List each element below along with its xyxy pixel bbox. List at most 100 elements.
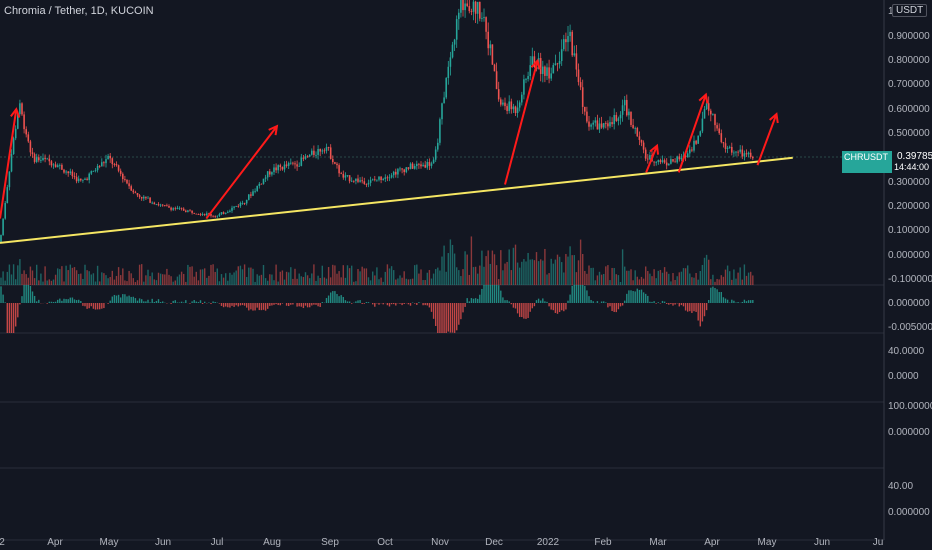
candle-body — [224, 212, 227, 214]
volume-bar — [430, 278, 433, 285]
volume-bar — [273, 280, 275, 285]
volume-bar — [661, 272, 664, 285]
macd-bar — [48, 301, 50, 303]
volume-bar — [584, 270, 586, 285]
volume-bar — [464, 251, 466, 285]
candle-body — [86, 178, 88, 180]
candle-body — [315, 154, 317, 156]
macd-bar — [258, 303, 260, 311]
time-axis[interactable]: 2 Apr May Jun Jul Aug Sep Oct Nov Dec 2022 Feb Mar Ap… — [0, 537, 883, 548]
volume-bar — [449, 239, 452, 285]
volume-bar — [42, 281, 44, 285]
macd-bar — [491, 285, 494, 303]
volume-bar — [636, 276, 638, 285]
volume-bar — [628, 270, 630, 285]
macd-bar — [340, 295, 342, 303]
volume-bar — [481, 250, 483, 285]
arrow-head-4 — [698, 92, 709, 104]
volume-bar — [487, 250, 489, 285]
candle-body — [21, 103, 23, 115]
price-axis[interactable]: 1.00.9000000.8000000.7000000.6000000.500… — [888, 6, 932, 518]
candle-body — [485, 17, 487, 32]
macd-bar — [197, 302, 200, 303]
candle-body — [502, 102, 504, 105]
annotation-arrows[interactable] — [0, 58, 779, 220]
candle-body — [426, 161, 429, 168]
candle-body — [239, 203, 242, 207]
volume-bar — [504, 263, 506, 285]
trendline[interactable] — [0, 156, 793, 244]
macd-bar — [204, 301, 206, 303]
macd-bar — [596, 301, 599, 303]
candle-body — [573, 53, 576, 56]
time-tick-label: Feb — [594, 537, 612, 548]
volume-bar — [185, 281, 187, 285]
currency-badge[interactable]: USDT — [892, 4, 928, 17]
volume-bar — [540, 259, 542, 285]
volume-bar — [115, 275, 118, 285]
candle-body — [254, 190, 256, 192]
volume-bar — [237, 266, 239, 285]
candle-body — [422, 164, 424, 167]
candle-body — [266, 171, 269, 178]
candle-body — [220, 212, 223, 215]
macd-bar — [342, 296, 344, 303]
volume-bar — [27, 277, 29, 285]
volume-bar — [416, 264, 418, 285]
macd-bar — [130, 296, 132, 303]
candle-body — [390, 175, 393, 178]
volume-bar — [38, 280, 40, 285]
volume-bar — [519, 267, 521, 285]
volume-bar — [489, 263, 491, 285]
candle-body — [187, 210, 189, 212]
macd-bar — [493, 285, 496, 303]
candle-body — [726, 147, 729, 149]
volume-bars — [0, 236, 754, 285]
candle-body — [92, 170, 95, 172]
macd-bar — [558, 303, 561, 313]
macd-bar — [508, 301, 510, 303]
candle-body — [363, 181, 366, 184]
macd-bar — [745, 301, 748, 303]
volume-bar — [269, 274, 271, 285]
candle-body — [59, 164, 61, 166]
candle-body — [12, 138, 15, 155]
candle-body — [483, 17, 485, 19]
candle-body — [468, 6, 471, 12]
volume-bar — [143, 281, 145, 285]
volume-bar — [428, 270, 431, 285]
candle-body — [605, 123, 607, 124]
candle-body — [182, 208, 185, 211]
candle-body — [214, 215, 216, 217]
macd-bar — [27, 285, 29, 303]
volume-bar — [592, 267, 594, 285]
volume-bar — [483, 266, 485, 285]
macd-bar — [514, 303, 517, 309]
volume-bar — [699, 271, 701, 285]
candle-body — [136, 192, 139, 196]
candle-body — [353, 180, 355, 182]
macd-bar — [239, 303, 242, 306]
volume-bar — [141, 264, 143, 285]
macd-bar — [556, 303, 559, 314]
candle-body — [14, 128, 17, 139]
volume-bar — [90, 274, 92, 285]
volume-bar — [193, 276, 195, 285]
macd-bar — [250, 303, 252, 310]
volume-bar — [264, 278, 267, 285]
macd-bar — [313, 303, 315, 305]
volume-bar — [67, 270, 69, 285]
macd-bar — [189, 303, 191, 304]
macd-bar — [615, 303, 617, 313]
candle-body — [332, 158, 334, 163]
macd-bar — [653, 301, 655, 303]
volume-bar — [117, 267, 120, 285]
candle-body — [678, 156, 681, 160]
candle-body — [714, 114, 716, 126]
macd-bar — [548, 303, 550, 307]
macd-bar — [201, 303, 204, 304]
macd-bar — [586, 290, 588, 303]
macd-bar — [141, 299, 143, 303]
candle-body — [413, 165, 416, 169]
